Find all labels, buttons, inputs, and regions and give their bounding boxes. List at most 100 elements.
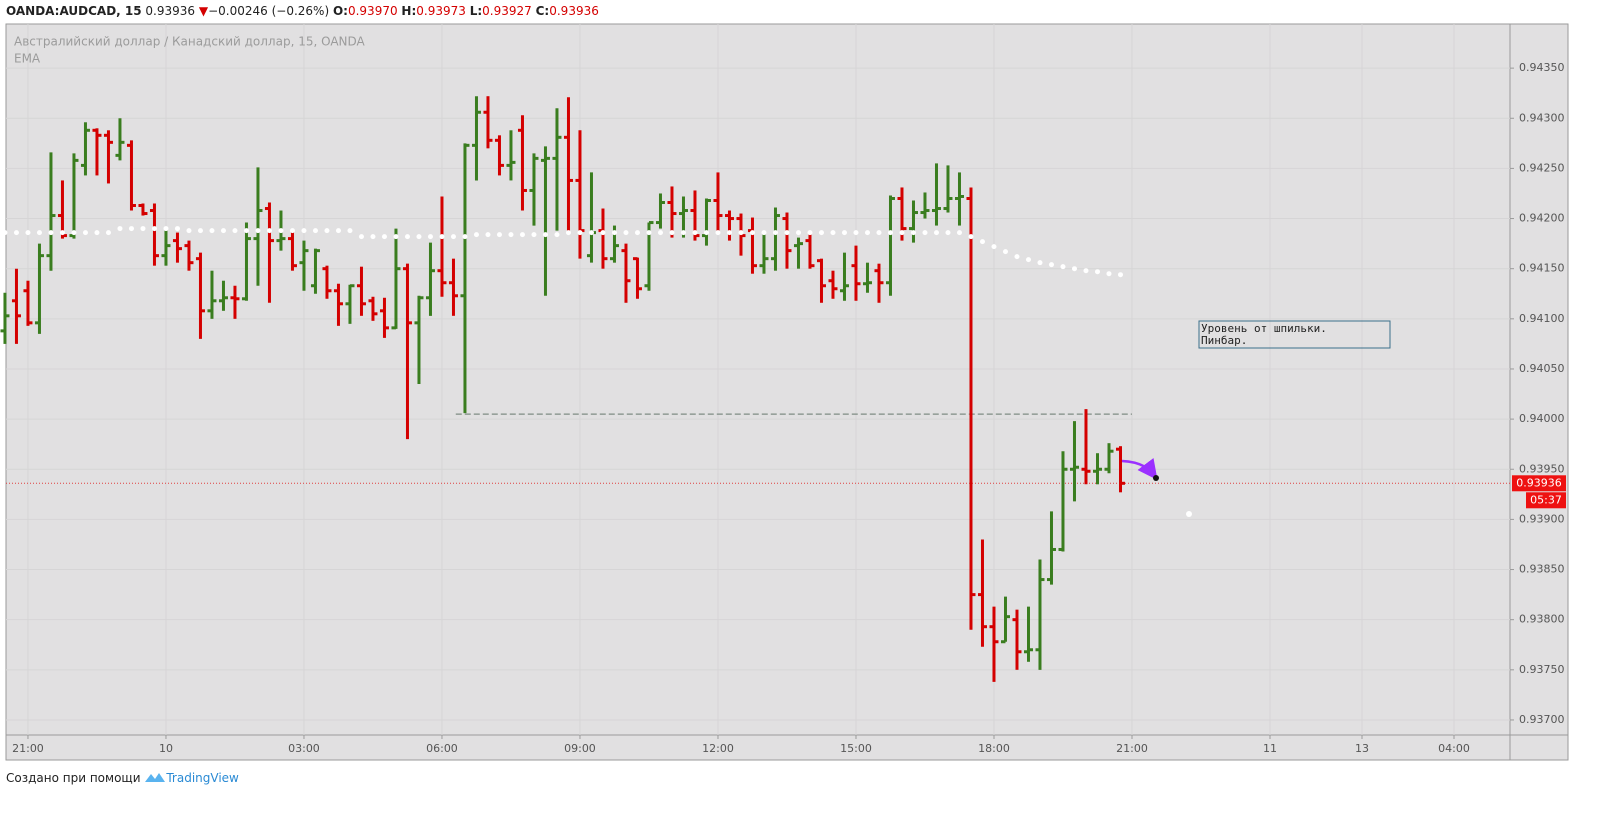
ema-point — [519, 232, 525, 238]
x-tick-label: 18:00 — [978, 742, 1010, 755]
y-tick-label: 0.94250 — [1519, 161, 1565, 174]
y-tick-label: 0.94350 — [1519, 61, 1565, 74]
made-with: Создано при помощи — [6, 771, 141, 785]
ema-point — [370, 234, 376, 240]
ema-point — [542, 232, 548, 238]
ema-point — [1094, 269, 1100, 275]
ema-point — [1060, 264, 1066, 270]
ema-point — [220, 228, 226, 234]
x-tick-label: 21:00 — [1116, 742, 1148, 755]
h-value: 0.93973 — [416, 4, 466, 18]
ema-point — [623, 230, 629, 236]
y-tick-label: 0.94100 — [1519, 312, 1565, 325]
ema-point — [427, 234, 433, 240]
marks — [0, 96, 1510, 682]
ema-point — [749, 230, 755, 236]
ema-point — [738, 230, 744, 236]
ema-point — [1025, 257, 1031, 263]
ema-point — [312, 228, 318, 234]
x-tick-label: 09:00 — [564, 742, 596, 755]
c-value: 0.93936 — [549, 4, 599, 18]
ema-point — [1037, 260, 1043, 266]
ema-point — [922, 230, 928, 236]
x-tick-label: 13 — [1355, 742, 1369, 755]
countdown-box — [1526, 492, 1566, 509]
ema-point — [358, 234, 364, 240]
ema-point — [956, 230, 962, 236]
ema-point — [439, 234, 445, 240]
ema-point — [634, 230, 640, 236]
y-tick-label: 0.94050 — [1519, 362, 1565, 375]
ema-point — [841, 230, 847, 236]
ema-point — [979, 239, 985, 245]
l-value: 0.93927 — [482, 4, 532, 18]
last-price-label: 0.93936 — [1516, 476, 1562, 489]
ema-point — [577, 230, 583, 236]
footer: Создано при помощи TradingView — [6, 770, 239, 785]
ema-point — [588, 230, 594, 236]
ema-point — [680, 230, 686, 236]
ema-point — [266, 228, 272, 234]
ema-point — [82, 230, 88, 236]
ema-point — [1117, 272, 1123, 278]
header: OANDA:AUDCAD, 15 0.93936 ▼−0.00246 (−0.2… — [6, 4, 599, 18]
ema-point — [450, 234, 456, 240]
ema-point — [163, 226, 169, 232]
logo — [145, 773, 166, 782]
y-tick-label: 0.93950 — [1519, 462, 1565, 475]
ema-point — [71, 230, 77, 236]
ema-point — [657, 230, 663, 236]
drawing-arrow — [1121, 457, 1158, 480]
brand[interactable]: TradingView — [166, 771, 239, 785]
annotation-line: Уровень от шпильки. — [1201, 322, 1327, 335]
ema-point — [1048, 262, 1054, 268]
ema-point — [1083, 268, 1089, 274]
symbol: OANDA:AUDCAD, 15 — [6, 4, 142, 18]
ema-point — [784, 230, 790, 236]
ema-point — [1002, 249, 1008, 255]
x-tick-label: 21:00 — [12, 742, 44, 755]
o-label: O: — [332, 4, 348, 18]
ema-point — [772, 230, 778, 236]
x-tick-label: 12:00 — [702, 742, 734, 755]
y-tick-label: 0.94000 — [1519, 412, 1565, 425]
ema-point — [876, 230, 882, 236]
y-tick-label: 0.93750 — [1519, 663, 1565, 676]
ema-point — [1071, 266, 1077, 272]
ema-point — [830, 230, 836, 236]
y-tick-label: 0.93850 — [1519, 563, 1565, 576]
y-tick-label: 0.93800 — [1519, 613, 1565, 626]
ema-point — [853, 230, 859, 236]
x-tick-label: 04:00 — [1438, 742, 1470, 755]
ema-point — [243, 228, 249, 234]
ema-point — [117, 226, 123, 232]
ema-point — [174, 226, 180, 232]
ema-point — [485, 232, 491, 238]
countdown-label: 05:37 — [1530, 493, 1562, 506]
ema-point — [600, 230, 606, 236]
ema-point — [945, 230, 951, 236]
ema-point — [324, 228, 330, 234]
ema-point — [968, 234, 974, 240]
y-tick-label: 0.93700 — [1519, 713, 1565, 726]
ema-point — [818, 230, 824, 236]
ema-point — [496, 232, 502, 238]
x-tick-label: 15:00 — [840, 742, 872, 755]
chart-title: Австралийский доллар / Канадский доллар,… — [14, 35, 366, 49]
ema-point — [554, 232, 560, 238]
o-value: 0.93970 — [347, 4, 398, 18]
y-tick-label: 0.94200 — [1519, 212, 1565, 225]
x-tick-label: 10 — [159, 742, 173, 755]
ema-point — [715, 230, 721, 236]
annotation-box — [1198, 320, 1391, 349]
ema-point — [669, 230, 675, 236]
ema-point — [186, 228, 192, 234]
ema-point — [197, 228, 203, 234]
ema-point — [910, 230, 916, 236]
ema-point — [646, 230, 652, 236]
last-price-box — [1512, 475, 1566, 492]
ema-point — [2, 230, 8, 236]
chart-background — [5, 23, 1569, 761]
ema-point — [393, 234, 399, 240]
y-tick-label: 0.94300 — [1519, 111, 1565, 124]
